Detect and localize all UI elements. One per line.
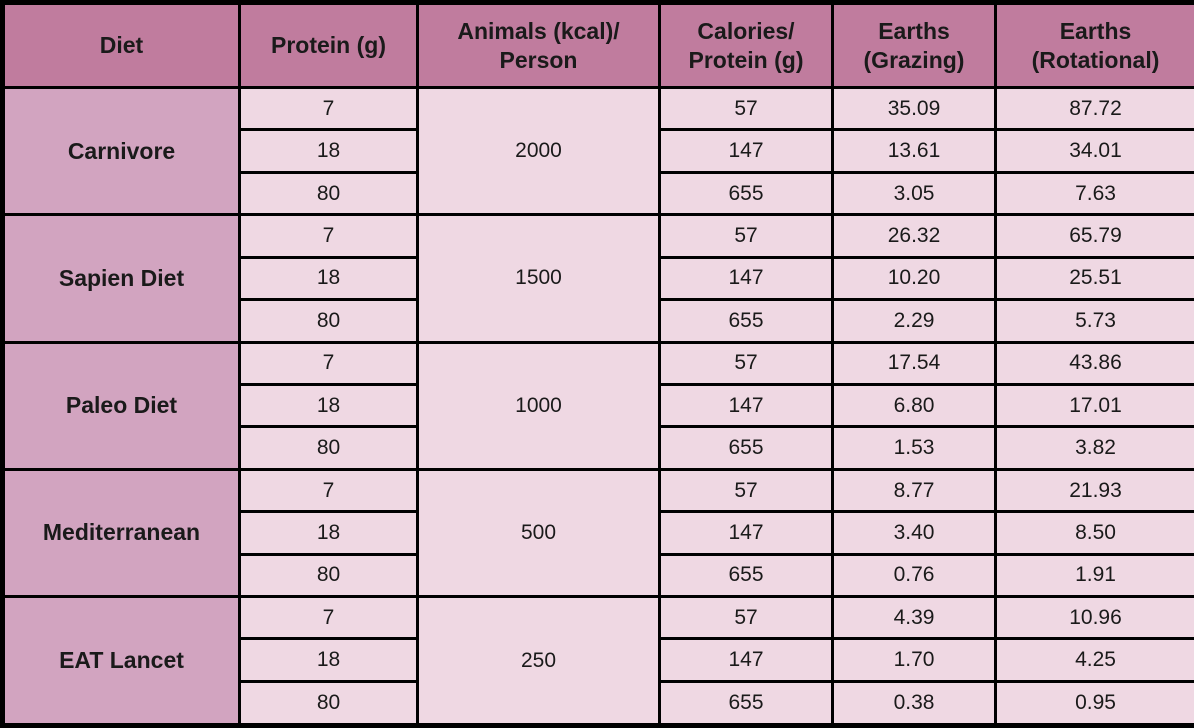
- earths-rotational-cell: 21.93: [994, 467, 1194, 514]
- calories-cell: 655: [658, 298, 834, 344]
- earths-grazing-cell: 2.29: [831, 298, 997, 344]
- earths-grazing-cell: 0.38: [831, 680, 997, 728]
- earths-rotational-cell: 3.82: [994, 425, 1194, 471]
- calories-cell: 147: [658, 256, 834, 302]
- table-row: Sapien Diet 7 1500 57 26.32 65.79: [1, 213, 1194, 344]
- table-row: 80 655 1.53 3.82: [3, 425, 1194, 471]
- table-header-row: Diet Protein (g) Animals (kcal)/ Person …: [1, 1, 1194, 89]
- header-cell-animals: Animals (kcal)/ Person: [416, 1, 661, 89]
- protein-cell: 80: [238, 298, 419, 344]
- header-cell-earths-grazing: Earths (Grazing): [831, 1, 997, 89]
- earths-grazing-cell: 10.20: [831, 256, 997, 302]
- header-cell-earths-rotational: Earths (Rotational): [994, 1, 1194, 89]
- table-row: 80 655 2.29 5.73: [3, 298, 1194, 344]
- protein-cell: 18: [238, 637, 419, 683]
- earths-rotational-cell: 65.79: [994, 213, 1194, 259]
- calories-cell: 147: [658, 128, 834, 174]
- protein-cell: 7: [238, 340, 419, 386]
- table-row: 80 655 3.05 7.63: [3, 171, 1194, 217]
- earths-grazing-cell: 13.61: [831, 128, 997, 174]
- animals-cell: 1000: [416, 340, 661, 471]
- calories-cell: 655: [658, 553, 834, 599]
- table-row: 18 147 6.80 17.01: [3, 383, 1194, 429]
- earths-rotational-cell: 17.01: [994, 383, 1194, 429]
- table-row: 18 147 3.40 8.50: [3, 510, 1194, 556]
- animals-cell: 500: [416, 467, 661, 599]
- earths-grazing-cell: 4.39: [831, 595, 997, 641]
- earths-rotational-cell: 5.73: [994, 298, 1194, 344]
- calories-cell: 655: [658, 171, 834, 217]
- earths-rotational-cell: 10.96: [994, 595, 1194, 641]
- calories-cell: 655: [658, 425, 834, 471]
- calories-cell: 147: [658, 637, 834, 683]
- table-row: Mediterranean 7 500 57 8.77 21.93: [1, 467, 1194, 599]
- diet-cell: Paleo Diet: [1, 340, 241, 471]
- calories-cell: 655: [658, 680, 834, 728]
- earths-rotational-cell: 87.72: [994, 85, 1194, 132]
- protein-cell: 80: [238, 553, 419, 599]
- earths-rotational-cell: 1.91: [994, 553, 1194, 599]
- earths-rotational-cell: 43.86: [994, 340, 1194, 386]
- animals-cell: 1500: [416, 213, 661, 344]
- table-row: 80 655 0.38 0.95: [3, 680, 1194, 728]
- protein-cell: 80: [238, 171, 419, 217]
- table-row: Carnivore 7 2000 57 35.09 87.72: [1, 85, 1194, 217]
- earths-grazing-cell: 6.80: [831, 383, 997, 429]
- earths-grazing-cell: 26.32: [831, 213, 997, 259]
- earths-grazing-cell: 3.40: [831, 510, 997, 556]
- earths-grazing-cell: 1.53: [831, 425, 997, 471]
- animals-cell: 2000: [416, 85, 661, 217]
- header-cell-calories: Calories/ Protein (g): [658, 1, 834, 89]
- earths-rotational-cell: 0.95: [994, 680, 1194, 728]
- diet-cell: Carnivore: [1, 85, 241, 217]
- earths-grazing-cell: 3.05: [831, 171, 997, 217]
- calories-cell: 57: [658, 467, 834, 514]
- protein-cell: 7: [238, 85, 419, 132]
- earths-grazing-cell: 35.09: [831, 85, 997, 132]
- protein-cell: 18: [238, 256, 419, 302]
- earths-rotational-cell: 8.50: [994, 510, 1194, 556]
- diet-cell: EAT Lancet: [1, 595, 241, 727]
- protein-cell: 7: [238, 213, 419, 259]
- table-row: 18 147 1.70 4.25: [3, 637, 1194, 683]
- earths-grazing-cell: 0.76: [831, 553, 997, 599]
- table-row: EAT Lancet 7 250 57 4.39 10.96: [1, 595, 1194, 727]
- calories-cell: 147: [658, 510, 834, 556]
- table-row: Paleo Diet 7 1000 57 17.54 43.86: [1, 340, 1194, 471]
- table-row: Diet Protein (g) Animals (kcal)/ Person …: [1, 1, 1194, 89]
- earths-rotational-cell: 7.63: [994, 171, 1194, 217]
- table-row: 18 147 13.61 34.01: [3, 128, 1194, 174]
- calories-cell: 57: [658, 340, 834, 386]
- diet-cell: Sapien Diet: [1, 213, 241, 344]
- header-cell-diet: Diet: [1, 1, 241, 89]
- protein-cell: 7: [238, 467, 419, 514]
- protein-cell: 18: [238, 383, 419, 429]
- table-row: 80 655 0.76 1.91: [3, 553, 1194, 599]
- earths-rotational-cell: 34.01: [994, 128, 1194, 174]
- protein-cell: 18: [238, 510, 419, 556]
- header-cell-protein: Protein (g): [238, 1, 419, 89]
- calories-cell: 147: [658, 383, 834, 429]
- protein-cell: 80: [238, 680, 419, 728]
- calories-cell: 57: [658, 595, 834, 641]
- animals-cell: 250: [416, 595, 661, 727]
- earths-rotational-cell: 4.25: [994, 637, 1194, 683]
- earths-grazing-cell: 17.54: [831, 340, 997, 386]
- protein-cell: 7: [238, 595, 419, 641]
- calories-cell: 57: [658, 213, 834, 259]
- protein-cell: 18: [238, 128, 419, 174]
- diet-cell: Mediterranean: [1, 467, 241, 599]
- calories-cell: 57: [658, 85, 834, 132]
- earths-rotational-cell: 25.51: [994, 256, 1194, 302]
- table-row: 18 147 10.20 25.51: [3, 256, 1194, 302]
- protein-cell: 80: [238, 425, 419, 471]
- earths-grazing-cell: 8.77: [831, 467, 997, 514]
- earths-grazing-cell: 1.70: [831, 637, 997, 683]
